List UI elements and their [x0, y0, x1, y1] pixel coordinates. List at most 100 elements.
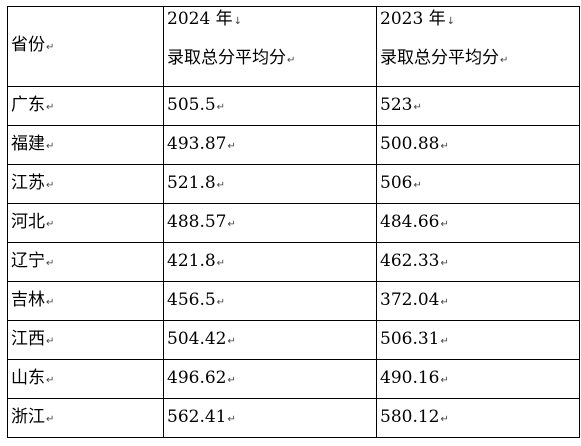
score-2024-value: 493.87 [167, 133, 227, 154]
score-2023-cell: 484.66↵ [376, 203, 580, 243]
score-2024-cell: 421.8↵ [163, 242, 377, 282]
province-value: 江西 [11, 328, 45, 349]
score-2023-value: 500.88 [380, 133, 440, 154]
table-row: 广东↵ 505.5↵ 523↵ [7, 86, 580, 126]
score-2024-cell: 493.87↵ [163, 125, 377, 165]
header-province-cell: 省份↵ [7, 6, 164, 87]
score-2023-value: 372.04 [380, 289, 440, 310]
paragraph-mark-icon: ↵ [46, 296, 55, 308]
province-value: 广东 [11, 94, 45, 115]
province-value: 吉林 [11, 289, 45, 310]
province-cell: 浙江↵ [7, 398, 164, 438]
paragraph-mark-icon: ↵ [440, 335, 449, 347]
province-value: 山东 [11, 367, 45, 388]
province-cell: 福建↵ [7, 125, 164, 165]
table-body: 省份↵ 2024 年↓ 录取总分平均分↵ 2023 年↓ 录取总分平均分↵ 广东… [7, 6, 580, 438]
score-2023-value: 523 [380, 94, 413, 115]
header-2023-label-line: 录取总分平均分↵ [380, 48, 579, 70]
score-2023-cell: 506↵ [376, 164, 580, 204]
paragraph-mark-icon: ↵ [216, 179, 226, 191]
table-header-row: 省份↵ 2024 年↓ 录取总分平均分↵ 2023 年↓ 录取总分平均分↵ [7, 6, 580, 87]
paragraph-mark-icon: ↵ [216, 296, 226, 308]
table-row: 江西↵ 504.42↵ 506.31↵ [7, 320, 580, 360]
paragraph-mark-icon: ↵ [227, 413, 236, 425]
province-cell: 吉林↵ [7, 281, 164, 321]
line-break-mark-icon: ↓ [446, 16, 456, 27]
score-2023-cell: 500.88↵ [376, 125, 580, 165]
header-2024-label: 录取总分平均分 [167, 48, 286, 68]
header-province-label: 省份 [11, 35, 45, 55]
province-value: 福建 [11, 133, 45, 154]
province-cell: 江西↵ [7, 320, 164, 360]
score-2024-cell: 505.5↵ [163, 86, 377, 126]
score-2024-value: 505.5 [167, 94, 216, 115]
table-row: 河北↵ 488.57↵ 484.66↵ [7, 203, 580, 243]
province-cell: 辽宁↵ [7, 242, 164, 282]
header-2024-year-line: 2024 年↓ [167, 9, 376, 31]
paragraph-mark-icon: ↵ [46, 218, 55, 230]
score-2024-value: 521.8 [167, 172, 216, 193]
paragraph-mark-icon: ↵ [413, 101, 422, 113]
paragraph-mark-icon: ↵ [46, 374, 55, 386]
paragraph-mark-icon: ↵ [227, 140, 236, 152]
score-2023-cell: 490.16↵ [376, 359, 580, 399]
score-2023-cell: 580.12↵ [376, 398, 580, 438]
paragraph-mark-icon: ↵ [440, 296, 449, 308]
admission-score-table: 省份↵ 2024 年↓ 录取总分平均分↵ 2023 年↓ 录取总分平均分↵ 广东… [7, 6, 580, 438]
score-2024-value: 421.8 [167, 250, 216, 271]
province-value: 江苏 [11, 172, 45, 193]
paragraph-mark-icon: ↵ [216, 101, 226, 113]
score-2024-cell: 562.41↵ [163, 398, 377, 438]
score-2023-cell: 523↵ [376, 86, 580, 126]
score-2023-cell: 506.31↵ [376, 320, 580, 360]
paragraph-mark-icon: ↵ [287, 55, 296, 66]
table-row: 吉林↵ 456.5↵ 372.04↵ [7, 281, 580, 321]
header-2024-year: 2024 年 [167, 9, 233, 29]
table-row: 江苏↵ 521.8↵ 506↵ [7, 164, 580, 204]
score-2023-value: 484.66 [380, 211, 440, 232]
score-2023-value: 580.12 [380, 406, 440, 427]
paragraph-mark-icon: ↵ [440, 413, 449, 425]
header-2023-cell: 2023 年↓ 录取总分平均分↵ [376, 6, 580, 87]
score-2024-value: 456.5 [167, 289, 216, 310]
table-row: 浙江↵ 562.41↵ 580.12↵ [7, 398, 580, 438]
province-cell: 广东↵ [7, 86, 164, 126]
province-value: 浙江 [11, 406, 45, 427]
score-2024-value: 496.62 [167, 367, 227, 388]
table-row: 福建↵ 493.87↵ 500.88↵ [7, 125, 580, 165]
line-break-mark-icon: ↓ [233, 16, 243, 27]
score-2023-value: 506 [380, 172, 413, 193]
table-row: 山东↵ 496.62↵ 490.16↵ [7, 359, 580, 399]
score-2023-cell: 372.04↵ [376, 281, 580, 321]
province-value: 河北 [11, 211, 45, 232]
paragraph-mark-icon: ↵ [46, 413, 55, 425]
score-2024-value: 562.41 [167, 406, 227, 427]
paragraph-mark-icon: ↵ [46, 335, 55, 347]
paragraph-mark-icon: ↵ [440, 218, 449, 230]
header-2023-year: 2023 年 [380, 9, 446, 29]
paragraph-mark-icon: ↵ [227, 374, 236, 386]
paragraph-mark-icon: ↵ [440, 374, 449, 386]
score-2023-value: 462.33 [380, 250, 440, 271]
province-cell: 河北↵ [7, 203, 164, 243]
header-2024-cell: 2024 年↓ 录取总分平均分↵ [163, 6, 377, 87]
paragraph-mark-icon: ↵ [227, 335, 236, 347]
score-2023-cell: 462.33↵ [376, 242, 580, 282]
score-2023-value: 506.31 [380, 328, 440, 349]
paragraph-mark-icon: ↵ [227, 218, 236, 230]
header-2024-label-line: 录取总分平均分↵ [167, 48, 376, 70]
table-row: 辽宁↵ 421.8↵ 462.33↵ [7, 242, 580, 282]
province-cell: 山东↵ [7, 359, 164, 399]
paragraph-mark-icon: ↵ [216, 257, 226, 269]
paragraph-mark-icon: ↵ [46, 257, 55, 269]
paragraph-mark-icon: ↵ [440, 140, 449, 152]
paragraph-mark-icon: ↵ [46, 42, 55, 53]
score-2024-cell: 456.5↵ [163, 281, 377, 321]
paragraph-mark-icon: ↵ [413, 179, 422, 191]
header-2023-year-line: 2023 年↓ [380, 9, 579, 31]
paragraph-mark-icon: ↵ [440, 257, 449, 269]
score-2024-value: 504.42 [167, 328, 227, 349]
paragraph-mark-icon: ↵ [46, 140, 55, 152]
score-2024-cell: 504.42↵ [163, 320, 377, 360]
score-2024-cell: 488.57↵ [163, 203, 377, 243]
